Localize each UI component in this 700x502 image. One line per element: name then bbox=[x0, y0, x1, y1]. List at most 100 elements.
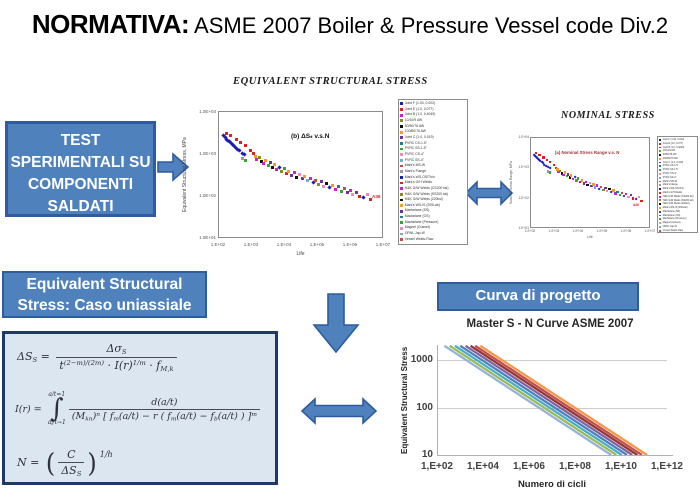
data-point bbox=[272, 162, 276, 166]
legend-swatch bbox=[400, 215, 403, 219]
legend-swatch bbox=[400, 125, 403, 128]
legend-entry: Mark's G/H Welds bbox=[400, 180, 466, 186]
legend-entry: Joint B (1.0, 0.4049) bbox=[400, 112, 466, 118]
legend-label: PVRC CS-4" bbox=[404, 151, 425, 156]
design-curve-chart: Master S - N Curve ASME 2007 Equivalent … bbox=[395, 316, 697, 502]
data-point bbox=[563, 171, 567, 174]
legend-label: Macfarlane (SS) bbox=[404, 208, 430, 213]
legend-entry: PVRC CS-1.5" bbox=[400, 141, 466, 147]
legend-label: Joint F (1.00, 0.022) bbox=[662, 138, 685, 141]
fraction: C ΔSS bbox=[58, 448, 85, 478]
data-point bbox=[369, 198, 373, 202]
legend-entry: 50/50/76 AW bbox=[659, 153, 696, 157]
legend-swatch bbox=[659, 169, 661, 172]
legend-label: Joint B (1.0, 0.4049) bbox=[404, 112, 436, 117]
nom-chart-inner-title: (a) Nominal Stress Range v.s. N bbox=[555, 150, 620, 155]
legend-entry: Joint E (1.0, 0.077) bbox=[659, 142, 696, 146]
legend-label: 10/10/9 AW bbox=[404, 117, 423, 122]
data-point bbox=[295, 175, 299, 179]
legend-swatch bbox=[659, 150, 661, 153]
legend-swatch bbox=[400, 192, 403, 196]
data-point bbox=[622, 194, 626, 198]
legend-label: Mark's Flange bbox=[404, 168, 426, 173]
data-point bbox=[637, 195, 641, 199]
x-tick: 1.E+03 bbox=[243, 242, 259, 247]
legend-label: Joint C (1.0, 0.019) bbox=[404, 134, 434, 139]
y-tick: 100 bbox=[416, 401, 433, 413]
design-curve-line bbox=[479, 345, 648, 455]
data-point bbox=[342, 187, 346, 191]
data-point bbox=[559, 169, 562, 172]
data-point bbox=[308, 176, 312, 180]
eq-chart-plot-area: (b) ΔSₛ v.s.N A36 bbox=[218, 111, 383, 238]
legend-label: PVRC CS-1.5" bbox=[662, 164, 679, 168]
legend-swatch bbox=[400, 147, 403, 151]
data-point bbox=[351, 193, 355, 197]
legend-swatch bbox=[659, 146, 661, 149]
x-tick: 1,E+04 bbox=[467, 461, 499, 472]
data-point bbox=[634, 197, 638, 202]
equivalent-stress-chart: Equivalent Structural Stress, MPa 1.0E+0… bbox=[182, 93, 423, 265]
data-point bbox=[562, 173, 565, 177]
y-tick: 1.E+03 bbox=[518, 165, 529, 170]
data-point bbox=[305, 179, 309, 183]
legend-entry: Macfarlane (OS) bbox=[400, 214, 466, 220]
legend-entry: Joint B (1.0, 0.4049) bbox=[659, 146, 696, 150]
legend-entry: Mark's MS-W bbox=[400, 163, 466, 169]
legend-entry: 10/10/9 AW bbox=[400, 118, 466, 124]
legend-label: Macfarlane (Pressure) bbox=[662, 217, 687, 221]
eq-chart-ylabel: Equivalent Structural Stress, MPa bbox=[182, 137, 188, 212]
right-arrow-icon bbox=[157, 152, 190, 182]
legend-label: Mark's MS-W bbox=[404, 163, 426, 168]
legend-entry: PVRC SS-1.5" bbox=[400, 146, 466, 152]
x-tick: 1,E+08 bbox=[559, 461, 591, 472]
legend-entry: Joint E (1.0, 0.077) bbox=[400, 107, 466, 113]
x-tick: 1.E+07 bbox=[644, 229, 656, 233]
eq-chart-xlabel: Life bbox=[296, 251, 305, 257]
nominal-stress-chart: Nominal Stress Range, MPa 1.E+04 1.E+03 1.… bbox=[509, 128, 658, 243]
fraction: d(a/t) (Mkn)n [ fm(a/t) − r ( fm(a/t) − … bbox=[68, 397, 260, 422]
data-point bbox=[545, 158, 548, 161]
legend-label: Mark's G/H Welds bbox=[404, 180, 432, 185]
legend-swatch bbox=[659, 176, 661, 179]
eq-chart-inner-title: (b) ΔSₛ v.s.N bbox=[291, 133, 330, 140]
legend-entry: 50/50/76 AW bbox=[400, 124, 466, 130]
data-point bbox=[290, 173, 294, 177]
data-point bbox=[618, 193, 621, 196]
data-point bbox=[303, 175, 307, 179]
legend-entry: Macfarlane (SS) bbox=[400, 208, 466, 214]
legend-entry: Joint F (1.00, 0.022) bbox=[400, 101, 466, 107]
data-point bbox=[298, 173, 302, 177]
legend-entry: PVRC CS-4" bbox=[400, 152, 466, 158]
data-point bbox=[358, 194, 362, 198]
legend-swatch bbox=[400, 181, 403, 185]
legend-entry: ORNL Jap-W bbox=[659, 225, 696, 229]
data-point bbox=[241, 157, 245, 161]
legend-label: Joint F (1.00, 0.022) bbox=[404, 101, 436, 105]
x-tick: 1.E+05 bbox=[596, 229, 608, 233]
design-curve-line bbox=[449, 345, 618, 455]
data-point bbox=[275, 168, 279, 172]
legend-swatch bbox=[659, 157, 661, 160]
legend-label: H&K G/W Welds (220ksi) bbox=[662, 202, 690, 206]
slide-title-rest: ASME 2007 Boiler & Pressure Vessel code … bbox=[189, 13, 669, 38]
legend-entry: PVRC SS-4" bbox=[659, 176, 696, 180]
data-point bbox=[538, 153, 541, 157]
legend-entry: Macfarlane (Pressure) bbox=[400, 220, 466, 226]
data-point bbox=[366, 193, 369, 197]
x-tick: 1,E+10 bbox=[605, 461, 637, 472]
legend-swatch bbox=[400, 164, 403, 168]
legend-swatch bbox=[400, 175, 403, 179]
data-point bbox=[560, 172, 563, 175]
legend-entry: Vessel Welds-Flaw bbox=[400, 237, 466, 243]
x-tick: 1.E+06 bbox=[342, 242, 358, 247]
data-point bbox=[339, 189, 343, 193]
data-point bbox=[571, 178, 575, 181]
data-point bbox=[568, 176, 572, 179]
x-tick: 1,E+02 bbox=[421, 461, 453, 472]
double-arrow-icon bbox=[464, 180, 514, 206]
legend-swatch bbox=[400, 204, 403, 208]
legend-label: ORNL Jap-W bbox=[662, 224, 677, 228]
design-curve-line bbox=[469, 345, 638, 455]
data-point bbox=[632, 197, 635, 200]
